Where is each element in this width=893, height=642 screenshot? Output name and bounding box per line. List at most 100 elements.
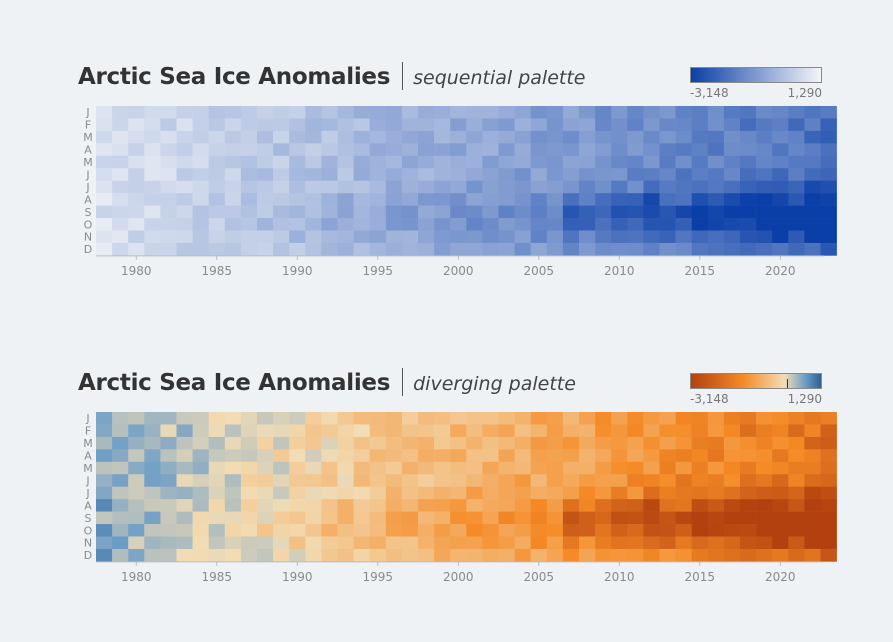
heatmap-cell (740, 143, 757, 157)
heatmap-cell (788, 242, 805, 256)
heatmap-cell (707, 118, 725, 132)
heatmap-cell (756, 486, 773, 500)
heatmap-cell (176, 486, 193, 500)
heatmap-cell (369, 230, 387, 244)
heatmap-cell (772, 130, 789, 144)
heatmap-cell (257, 461, 274, 475)
heatmap-cell (562, 511, 580, 525)
heatmap-cell (192, 218, 209, 231)
heatmap-cell (740, 511, 757, 525)
heatmap-cell (192, 130, 209, 144)
heatmap-cell (192, 193, 209, 206)
heatmap-cell (385, 193, 403, 206)
heatmap-cell (530, 536, 548, 550)
heatmap-cell (595, 412, 612, 425)
heatmap-cell (257, 180, 274, 194)
heatmap-cell (224, 424, 242, 438)
heatmap-cell (498, 474, 515, 487)
heatmap-cell (723, 536, 741, 550)
heatmap-cell (144, 242, 161, 256)
heatmap-cell (353, 449, 370, 463)
heatmap-cell (450, 436, 467, 450)
heatmap-cell (418, 536, 435, 550)
heatmap-cell (224, 536, 242, 550)
heatmap-cell (160, 242, 177, 256)
heatmap-cell (723, 511, 741, 525)
heatmap-cell (160, 106, 177, 119)
heatmap-cell (305, 143, 322, 157)
heatmap-cell (723, 474, 741, 487)
heatmap-cell (176, 168, 193, 181)
heatmap-cell (514, 499, 531, 512)
heatmap-cell (450, 205, 467, 219)
heatmap-cell (385, 106, 403, 119)
heatmap-cell (546, 180, 564, 194)
heatmap-cell (579, 424, 596, 438)
heatmap-cell (369, 536, 387, 550)
heatmap-cell (659, 143, 676, 157)
heatmap-cell (595, 424, 612, 438)
heatmap-cell (418, 461, 435, 475)
heatmap-cell (514, 436, 531, 450)
heatmap-cell (498, 193, 515, 206)
month-label: F (85, 119, 91, 132)
heatmap-cell (240, 461, 258, 475)
heatmap-cell (144, 474, 161, 487)
heatmap-cell (176, 193, 193, 206)
heatmap-cell (208, 168, 226, 181)
heatmap-cell (627, 524, 644, 537)
heatmap-cell (514, 218, 531, 231)
heatmap-cell (160, 143, 177, 157)
heatmap-cell (756, 412, 773, 425)
heatmap-cell (305, 155, 322, 169)
month-label: A (84, 499, 92, 512)
heatmap-cell (723, 412, 741, 425)
heatmap-cell (337, 118, 354, 132)
heatmap-cell (707, 449, 725, 463)
heatmap-cell (273, 449, 290, 463)
heatmap-cell (176, 118, 193, 132)
heatmap-cell (804, 412, 821, 425)
heatmap-cell (208, 436, 226, 450)
heatmap-cell (385, 461, 403, 475)
heatmap-cell (240, 106, 258, 119)
heatmap-cell (530, 436, 548, 450)
heatmap-cell (96, 143, 113, 157)
heatmap-cell (401, 511, 419, 525)
heatmap-cell (224, 106, 242, 119)
chart-subtitle: sequential palette (413, 67, 586, 89)
heatmap-cell (128, 461, 145, 475)
heatmap-cell (144, 548, 161, 562)
heatmap-cell (305, 118, 322, 132)
heatmap-cell (128, 524, 145, 537)
heatmap-cell (337, 461, 354, 475)
heatmap-cell (643, 524, 660, 537)
heatmap-cell (562, 143, 580, 157)
heatmap-cell (466, 205, 483, 219)
heatmap-cell (321, 449, 338, 463)
heatmap-cell (788, 486, 805, 500)
heatmap-cell (289, 242, 306, 256)
heatmap-cell (385, 242, 403, 256)
heatmap-cell (418, 511, 435, 525)
heatmap-cell (643, 155, 660, 169)
heatmap-cell (530, 205, 548, 219)
heatmap-cell (257, 118, 274, 132)
heatmap-cell (240, 118, 258, 132)
heatmap-cell (112, 130, 129, 144)
heatmap-cell (659, 511, 676, 525)
heatmap-cell (514, 461, 531, 475)
heatmap-cell (611, 180, 628, 194)
heatmap-cell (128, 486, 145, 500)
heatmap-cell (305, 436, 322, 450)
heatmap-cell (723, 424, 741, 438)
heatmap-cell (434, 474, 451, 487)
heatmap-cell (659, 218, 676, 231)
heatmap-cell (611, 474, 628, 487)
heatmap-cell (144, 118, 161, 132)
heatmap-cell (707, 130, 725, 144)
heatmap-cell (562, 536, 580, 550)
heatmap-cell (289, 486, 306, 500)
heatmap-cell (611, 218, 628, 231)
